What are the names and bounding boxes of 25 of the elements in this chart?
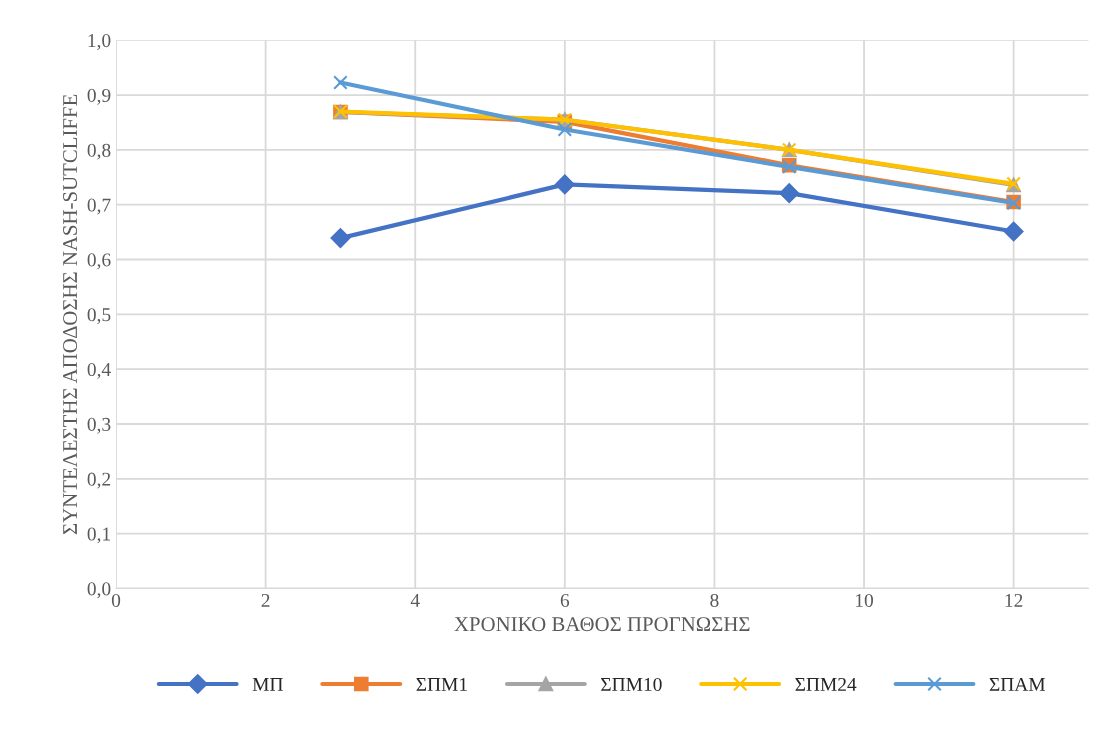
y-tick-label: 0,0 bbox=[87, 582, 111, 599]
x-tick-label: 8 bbox=[710, 593, 719, 607]
x-tick-label: 12 bbox=[1005, 593, 1023, 607]
legend-label: ΣΠΜ24 bbox=[795, 677, 857, 691]
x-tick-label: 6 bbox=[560, 593, 570, 607]
y-axis-title: ΣΥΝΤΕΛΕΣΤΗΣ ΑΠΟΔΟΣΗΣ NASH-SUTCLIFFE bbox=[63, 94, 78, 535]
y-tick-label: 0,4 bbox=[87, 362, 111, 379]
y-tick-label: 1,0 bbox=[88, 34, 111, 50]
x-tick-label: 2 bbox=[261, 593, 270, 607]
y-tick-label: 0,6 bbox=[87, 253, 111, 270]
x-tick-label: 4 bbox=[410, 594, 420, 607]
x-tick-label: 10 bbox=[856, 593, 874, 607]
y-tick-label: 0,2 bbox=[87, 472, 111, 489]
y-tick-label: 0,8 bbox=[87, 143, 111, 160]
legend-label: ΜΠ bbox=[252, 678, 283, 691]
y-tick-label: 0,9 bbox=[87, 88, 111, 105]
y-tick-label: 0,7 bbox=[87, 198, 111, 215]
legend-label: ΣΠΑΜ bbox=[989, 678, 1046, 691]
legend-label: ΣΠΜ10 bbox=[601, 677, 662, 692]
y-tick-label: 0,1 bbox=[87, 527, 110, 544]
x-tick-label: 0 bbox=[111, 593, 121, 607]
legend-label: ΣΠΜ1 bbox=[416, 678, 467, 691]
x-axis-title: ΧΡΟΝΙΚΟ ΒΑΘΟΣ ΠΡΟΓΝΩΣΗΣ bbox=[454, 617, 750, 632]
y-tick-label: 0,5 bbox=[87, 308, 111, 325]
y-tick-label: 0,3 bbox=[87, 417, 111, 434]
